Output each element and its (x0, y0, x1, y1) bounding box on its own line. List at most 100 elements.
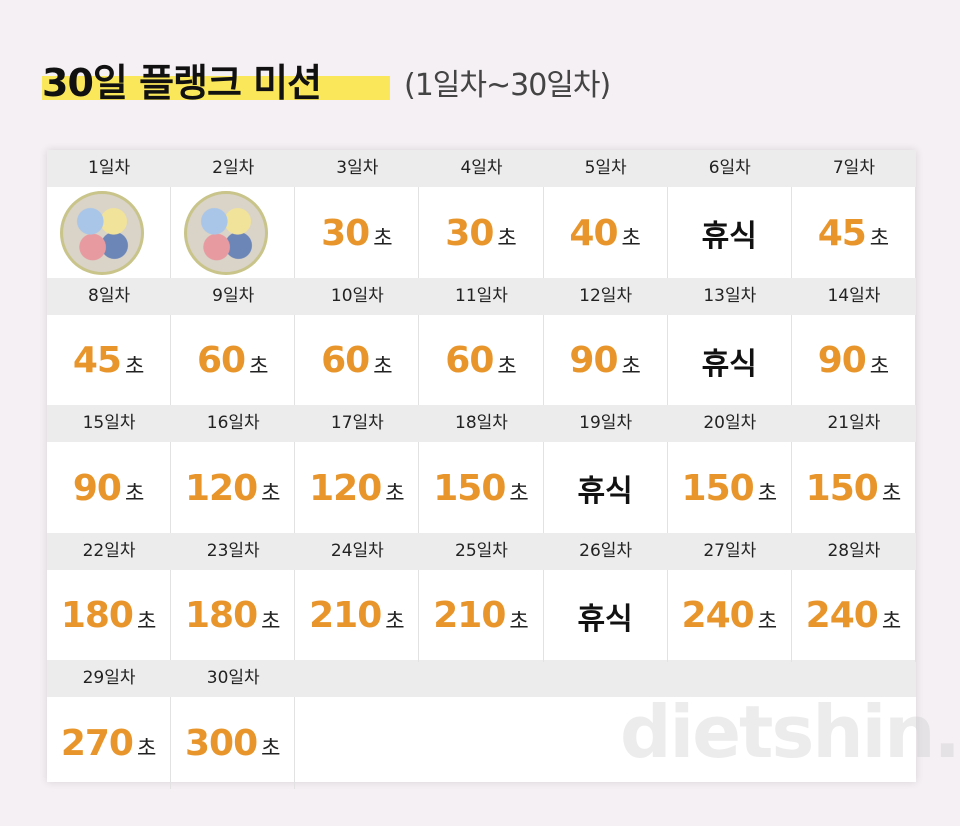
sticker (59, 191, 144, 275)
seconds: 210 (433, 595, 506, 636)
day-cell: 120 초 (295, 442, 420, 534)
day-cell: 30 초 (419, 187, 544, 279)
unit: 초 (757, 481, 778, 505)
day-cell: 60 초 (171, 314, 296, 407)
unit: 초 (261, 736, 281, 760)
unit: 초 (881, 481, 902, 505)
day-label: 16일차 (171, 405, 296, 442)
day-cell: 300 초 (171, 697, 296, 789)
day-label: 12일차 (543, 277, 668, 315)
day-cell: 180 초 (171, 569, 296, 662)
day-cell: 150 초 (419, 442, 544, 534)
day-cell: 60 초 (419, 314, 544, 407)
unit: 초 (497, 353, 517, 378)
seconds: 90 (72, 467, 122, 509)
day-cell (171, 187, 296, 279)
day-cell (47, 187, 172, 279)
day-cell: 120 초 (171, 442, 296, 534)
day-label: 24일차 (295, 532, 420, 570)
seconds: 60 (445, 340, 494, 381)
rest: 휴식 (577, 474, 633, 509)
unit: 초 (124, 481, 145, 505)
day-cell: 90 초 (792, 314, 916, 407)
day-cell: 90 초 (47, 442, 172, 534)
unit: 초 (509, 481, 529, 505)
unit: 초 (869, 353, 890, 378)
rest: 휴식 (701, 219, 757, 254)
sticker (183, 191, 268, 275)
day-cell: 휴식 (544, 442, 668, 534)
seconds: 120 (309, 467, 382, 509)
seconds: 60 (196, 340, 246, 381)
day-cell: 40 초 (544, 187, 668, 279)
day-cell: 휴식 (668, 187, 792, 279)
day-label: 4일차 (419, 150, 544, 187)
day-label: 15일차 (47, 405, 172, 442)
seconds: 30 (321, 212, 370, 254)
day-cell: 150 초 (668, 442, 792, 534)
seconds: 180 (184, 595, 258, 636)
rest: 휴식 (701, 346, 757, 382)
day-label: 29일차 (47, 660, 172, 697)
unit: 초 (497, 226, 517, 250)
day-label: 21일차 (791, 405, 916, 442)
seconds: 150 (681, 467, 755, 509)
seconds: 150 (433, 467, 506, 509)
seconds: 40 (569, 212, 618, 254)
unit: 초 (261, 481, 281, 505)
seconds: 150 (805, 467, 879, 509)
day-label: 22일차 (47, 532, 172, 570)
watermark: dietshin.com (620, 690, 960, 774)
day-cell: 270 초 (47, 697, 172, 789)
day-label: 28일차 (791, 532, 916, 570)
day-label: 17일차 (295, 405, 420, 442)
day-cell: 150 초 (792, 442, 916, 534)
seconds: 90 (817, 340, 867, 381)
day-label: 3일차 (295, 150, 420, 187)
day-label: 5일차 (543, 150, 668, 187)
seconds: 180 (60, 595, 134, 636)
day-label: 23일차 (171, 532, 296, 570)
day-label: 7일차 (791, 150, 916, 187)
unit: 초 (621, 226, 641, 250)
day-cell: 240 초 (668, 569, 792, 662)
seconds: 270 (60, 722, 134, 764)
day-label: 26일차 (543, 532, 668, 570)
day-label: 19일차 (543, 405, 668, 442)
unit: 초 (385, 608, 405, 633)
seconds: 60 (321, 340, 370, 381)
unit: 초 (881, 608, 902, 633)
unit: 초 (373, 226, 393, 250)
seconds: 240 (805, 595, 879, 636)
day-label: 2일차 (171, 150, 296, 187)
unit: 초 (869, 226, 890, 250)
seconds: 90 (569, 340, 618, 381)
day-label: 25일차 (419, 532, 544, 570)
title-highlight (42, 76, 390, 100)
day-label: 9일차 (171, 277, 296, 315)
seconds: 120 (184, 467, 258, 509)
title: 30일 플랭크 미션 (42, 61, 322, 105)
seconds: 45 (72, 340, 122, 381)
day-cell: 210 초 (295, 569, 420, 662)
unit: 초 (385, 481, 405, 505)
day-cell: 휴식 (544, 569, 668, 662)
day-label: 30일차 (171, 660, 296, 697)
day-cell: 60 초 (295, 314, 420, 407)
unit: 초 (136, 736, 157, 760)
day-label: 10일차 (295, 277, 420, 315)
unit: 초 (621, 353, 641, 378)
day-label: 1일차 (47, 150, 172, 187)
unit: 초 (261, 608, 281, 633)
seconds: 210 (309, 595, 382, 636)
day-cell: 30 초 (295, 187, 420, 279)
day-cell: 휴식 (668, 314, 792, 407)
unit: 초 (757, 608, 778, 633)
day-cell: 45 초 (792, 187, 916, 279)
unit: 초 (509, 608, 529, 633)
day-cell: 240 초 (792, 569, 916, 662)
day-label: 20일차 (667, 405, 792, 442)
subtitle: (1일차~30일차) (404, 68, 611, 103)
seconds: 300 (184, 722, 258, 764)
